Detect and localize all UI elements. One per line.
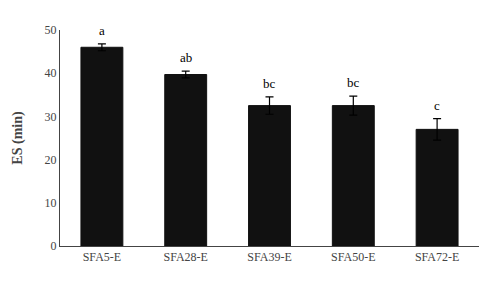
svg-text:50: 50	[45, 23, 57, 37]
svg-text:10: 10	[45, 196, 57, 210]
svg-text:SFA72-E: SFA72-E	[415, 250, 459, 264]
svg-text:30: 30	[45, 110, 57, 124]
svg-text:c: c	[434, 98, 440, 113]
svg-text:0: 0	[51, 239, 57, 253]
svg-text:SFA28-E: SFA28-E	[163, 250, 207, 264]
svg-text:SFA39-E: SFA39-E	[247, 250, 291, 264]
svg-text:bc: bc	[347, 75, 360, 90]
svg-text:ab: ab	[180, 50, 192, 65]
svg-text:20: 20	[45, 153, 57, 167]
svg-text:SFA5-E: SFA5-E	[83, 250, 121, 264]
svg-text:bc: bc	[263, 76, 276, 91]
svg-text:a: a	[99, 23, 105, 38]
svg-text:ES (min): ES (min)	[10, 111, 26, 165]
svg-text:40: 40	[45, 66, 57, 80]
svg-text:SFA50-E: SFA50-E	[331, 250, 375, 264]
